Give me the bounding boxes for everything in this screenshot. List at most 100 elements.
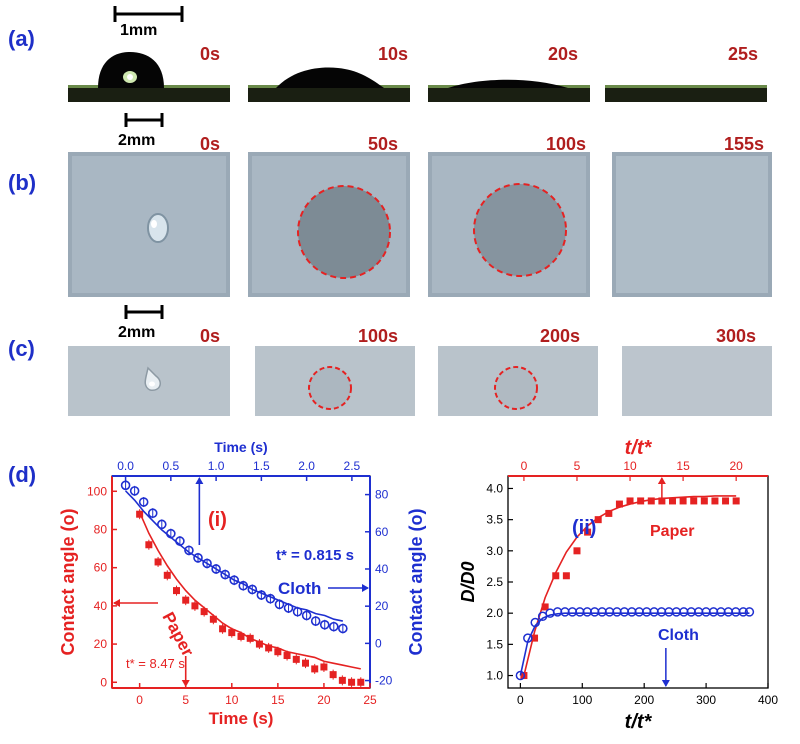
cloth-point — [256, 590, 267, 600]
paper-point — [531, 634, 539, 642]
paper-point — [668, 497, 676, 505]
y-tick-label: 40 — [94, 599, 108, 613]
panel-label-i: (i) — [208, 509, 227, 531]
paper-point — [637, 497, 645, 505]
paper-point — [679, 497, 687, 505]
paper-point — [722, 497, 730, 505]
x-tick-label: 0 — [136, 693, 143, 707]
y-tick-label: 3.5 — [486, 513, 503, 527]
time-a-2: 20s — [548, 44, 579, 64]
paper-point — [647, 497, 655, 505]
cloth-point — [175, 536, 185, 546]
scale-label-b: 2mm — [118, 132, 156, 149]
x-tick-label: 20 — [317, 693, 331, 707]
y-tick-label: 2.0 — [486, 606, 503, 620]
cloth-point — [523, 633, 533, 643]
paper-point — [200, 608, 208, 616]
paper-point — [191, 602, 199, 610]
time-c-3: 300s — [716, 326, 757, 346]
time-b-3: 155s — [724, 134, 765, 154]
cloth-point — [310, 616, 321, 626]
panel-label-ii: (ii) — [572, 517, 596, 539]
y-tick-label: 1.0 — [486, 669, 503, 683]
y2-tick-label: -20 — [375, 674, 393, 688]
paper-point — [219, 625, 227, 633]
droplet-photo-paper-10s — [248, 67, 410, 102]
paper-point — [154, 558, 162, 566]
paper-point — [311, 665, 319, 673]
scale-bar-a — [113, 6, 184, 22]
paper-point — [584, 528, 592, 536]
cloth-point — [738, 607, 748, 617]
paper-point — [626, 497, 634, 505]
x-tick-label: 200 — [634, 693, 654, 707]
x-tick-label: 100 — [572, 693, 592, 707]
cloth-point — [193, 553, 203, 563]
time-b-2: 100s — [546, 134, 587, 154]
cloth-point — [274, 599, 285, 610]
x2-tick-label: 1.5 — [253, 459, 270, 473]
paper-point — [338, 676, 346, 684]
x2-tick-label: 0.0 — [117, 459, 134, 473]
paper-point — [163, 571, 171, 579]
paper-fit-line — [523, 495, 737, 676]
time-a-3: 25s — [728, 44, 759, 64]
time-a-0: 0s — [200, 44, 221, 64]
x2-tick-label: 0.5 — [162, 459, 179, 473]
x2-tick-label: 15 — [676, 459, 690, 473]
y-tick-label: 0 — [100, 675, 107, 689]
y2-tick-label: 20 — [375, 599, 389, 613]
y-axis-title: D/D0 — [460, 561, 478, 602]
cloth-fit-line — [519, 612, 750, 676]
cloth-point — [338, 623, 348, 634]
paper-photo-200s — [438, 346, 598, 416]
time-c-2: 200s — [540, 326, 581, 346]
x2-tick-label: 20 — [729, 459, 743, 473]
x2-tick-label: 5 — [574, 459, 581, 473]
plot-frame — [507, 475, 769, 689]
cloth-series-label: Cloth — [278, 579, 321, 598]
paper-point — [145, 541, 153, 549]
paper-tstar-label: t* = 8.47 s — [126, 656, 185, 671]
paper-point — [320, 663, 328, 671]
cloth-point — [211, 564, 221, 574]
scale-bar-b — [124, 113, 164, 127]
paper-point — [357, 678, 365, 686]
paper-series-label: Paper — [650, 523, 694, 540]
paper-fit-line — [138, 511, 361, 670]
paper-point — [182, 596, 190, 604]
y-tick-label: 20 — [94, 637, 108, 651]
scale-bar-c — [124, 305, 164, 319]
y-tick-label: 3.0 — [486, 544, 503, 558]
scale-label-c: 2mm — [118, 324, 156, 341]
cloth-series-label: Cloth — [658, 627, 699, 644]
time-a-1: 10s — [378, 44, 409, 64]
x-tick-label: 25 — [363, 693, 377, 707]
cloth-series-arrowhead — [661, 680, 670, 687]
cloth-point — [184, 545, 194, 556]
droplet-photo-paper-20s — [428, 79, 590, 102]
paper-point — [292, 655, 300, 663]
paper-series-arrowhead — [657, 477, 666, 484]
x-axis-title: Time (s) — [209, 709, 274, 728]
diameter-ratio-chart: 0 100 200 300 400 1.0 1.5 2.0 2.5 3.0 3.5 4.0 0 5 10 15… — [460, 437, 778, 733]
time-b-1: 50s — [368, 134, 399, 154]
cloth-point — [319, 619, 330, 630]
y-tick-label: 4.0 — [486, 481, 503, 495]
paper-point — [658, 497, 666, 505]
cloth-point — [138, 497, 149, 507]
x-tick-label: 5 — [182, 693, 189, 707]
paper-point — [711, 497, 719, 505]
cloth-point — [515, 670, 526, 681]
paper-point — [274, 648, 282, 656]
paper-point — [732, 497, 740, 505]
paper-point — [615, 500, 623, 508]
y2-tick-label: 80 — [375, 488, 389, 502]
y2-tick-label: 0 — [375, 636, 382, 650]
y2-tick-label: 40 — [375, 562, 389, 576]
paper-point — [302, 659, 309, 667]
paper-point — [173, 587, 180, 595]
cloth-point — [202, 558, 212, 569]
paper-point — [605, 509, 613, 517]
y2-axis-title: Contact angle (o) — [406, 508, 426, 655]
